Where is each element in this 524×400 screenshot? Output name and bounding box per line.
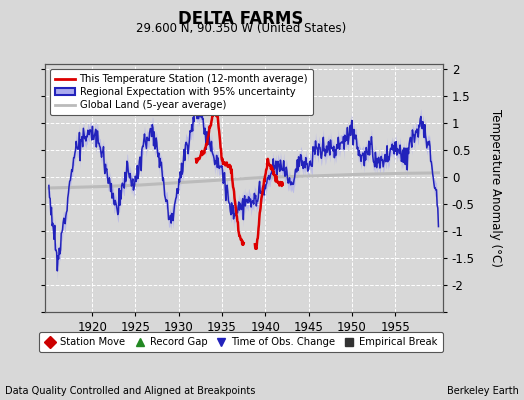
Text: DELTA FARMS: DELTA FARMS <box>178 10 304 28</box>
Legend: This Temperature Station (12-month average), Regional Expectation with 95% uncer: This Temperature Station (12-month avera… <box>50 69 313 115</box>
Text: Data Quality Controlled and Aligned at Breakpoints: Data Quality Controlled and Aligned at B… <box>5 386 256 396</box>
Legend: Station Move, Record Gap, Time of Obs. Change, Empirical Break: Station Move, Record Gap, Time of Obs. C… <box>39 332 443 352</box>
Text: Berkeley Earth: Berkeley Earth <box>447 386 519 396</box>
Y-axis label: Temperature Anomaly (°C): Temperature Anomaly (°C) <box>489 109 501 267</box>
Text: 29.600 N, 90.350 W (United States): 29.600 N, 90.350 W (United States) <box>136 22 346 35</box>
